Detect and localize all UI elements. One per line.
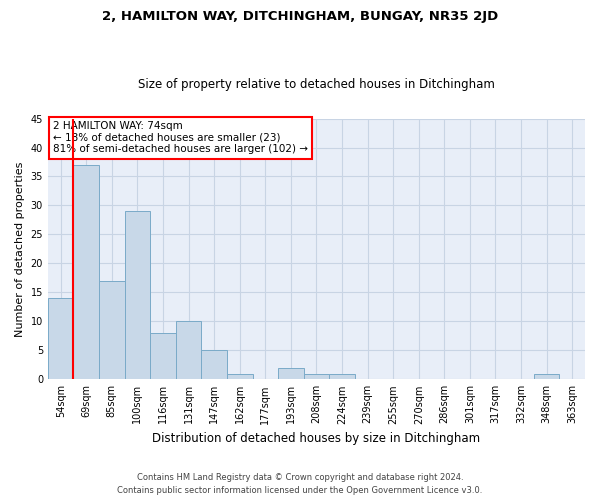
Bar xyxy=(48,298,73,380)
Title: Size of property relative to detached houses in Ditchingham: Size of property relative to detached ho… xyxy=(138,78,495,91)
Bar xyxy=(227,374,253,380)
Bar xyxy=(125,212,150,380)
Bar xyxy=(202,350,227,380)
Text: Contains HM Land Registry data © Crown copyright and database right 2024.
Contai: Contains HM Land Registry data © Crown c… xyxy=(118,474,482,495)
Bar xyxy=(534,374,559,380)
Bar xyxy=(304,374,329,380)
Text: 2 HAMILTON WAY: 74sqm
← 18% of detached houses are smaller (23)
81% of semi-deta: 2 HAMILTON WAY: 74sqm ← 18% of detached … xyxy=(53,121,308,154)
Y-axis label: Number of detached properties: Number of detached properties xyxy=(15,161,25,336)
X-axis label: Distribution of detached houses by size in Ditchingham: Distribution of detached houses by size … xyxy=(152,432,481,445)
Bar xyxy=(176,322,202,380)
Bar xyxy=(73,165,99,380)
Bar xyxy=(329,374,355,380)
Bar xyxy=(150,333,176,380)
Bar xyxy=(278,368,304,380)
Bar xyxy=(99,281,125,380)
Text: 2, HAMILTON WAY, DITCHINGHAM, BUNGAY, NR35 2JD: 2, HAMILTON WAY, DITCHINGHAM, BUNGAY, NR… xyxy=(102,10,498,23)
